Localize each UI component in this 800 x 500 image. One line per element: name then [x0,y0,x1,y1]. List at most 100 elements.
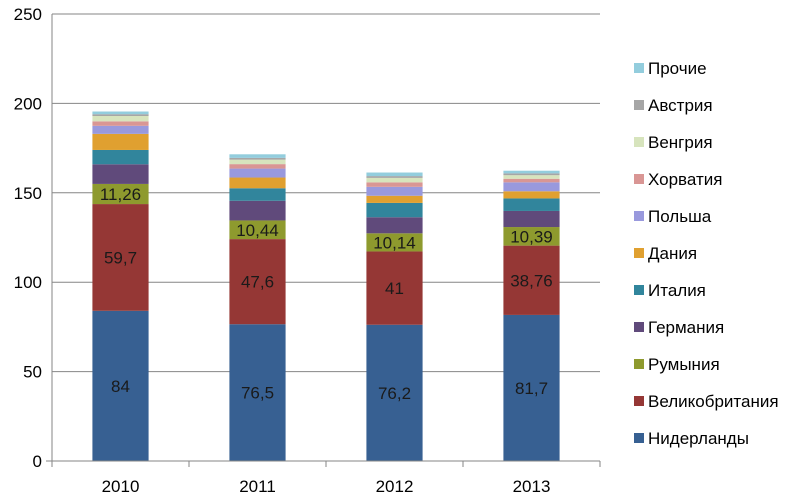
bar-segment [92,111,149,115]
legend-label: Австрия [648,96,713,115]
bar-segment [366,202,423,218]
legend-label: Хорватия [648,170,722,189]
x-tick-label: 2011 [239,477,276,496]
legend-item: Прочие [634,59,707,78]
bar-segment [92,114,149,116]
bar-segment [503,173,560,176]
legend-swatch [634,63,644,73]
bar-segment [229,159,286,165]
legend-label: Прочие [648,59,707,78]
legend-swatch [634,322,644,332]
data-label: 41 [385,279,404,298]
bar-segment [229,220,286,240]
bar-segment [229,324,286,461]
bar-segment [92,310,149,461]
legend-label: Венгрия [648,133,713,152]
bar-segment [229,157,286,160]
bar-segment [503,178,560,183]
bar-segment [92,115,149,122]
legend-swatch [634,137,644,147]
legend-item: Германия [634,318,724,337]
y-tick-label: 0 [33,452,42,471]
legend-swatch [634,248,644,258]
data-label: 76,2 [378,384,411,403]
bar-segment [366,251,423,325]
y-tick-label: 150 [14,184,42,203]
x-tick-label: 2010 [102,477,140,496]
bar-segment [229,188,286,201]
legend-swatch [634,174,644,184]
bar-segment [92,121,149,126]
bar-segment [503,175,560,179]
bar-segment [366,217,423,234]
bar-segment [503,210,560,228]
data-label: 11,26 [100,185,141,204]
bar-segment [92,164,149,184]
bar-segment [366,182,423,187]
y-tick-label: 250 [14,5,42,24]
bar-segment [366,195,423,203]
legend-swatch [634,285,644,295]
legend-item: Хорватия [634,170,722,189]
legend-swatch [634,211,644,221]
data-labels: 84 59,7 11,26 76,5 47,6 10,44 76,2 41 10,14 81,7 3… [100,185,553,403]
legend-item: Италия [634,281,706,300]
legend: Прочие Австрия Венгрия Хорватия Польша Дания И… [634,59,779,448]
axes [46,14,601,467]
bar-segment [503,170,560,174]
bar-segment [366,172,423,177]
data-label: 81,7 [515,379,548,398]
bar-segment [366,233,423,252]
bar-segment [229,177,286,189]
data-label: 10,14 [373,233,416,252]
bar-segment [366,186,423,196]
y-tick-label: 50 [23,363,42,382]
bar-segment [229,154,286,158]
bar-segment [503,198,560,211]
data-label: 10,39 [510,227,553,246]
bar-segment [366,324,423,461]
bar-segment [92,183,149,205]
bar-segment [366,177,423,183]
bar-segment [503,314,560,461]
bar-segment [229,164,286,169]
y-tick-label: 100 [14,273,42,292]
legend-item: Австрия [634,96,713,115]
bars [92,111,560,461]
legend-item: Польша [634,207,712,226]
data-label: 38,76 [510,271,553,290]
legend-item: Румыния [634,355,720,374]
bar-segment [229,200,286,221]
legend-item: Великобритания [634,392,779,411]
bar-segment [229,168,286,178]
data-label: 59,7 [104,248,137,267]
legend-label: Дания [648,244,697,263]
data-label: 10,44 [236,221,279,240]
data-label: 47,6 [241,273,274,292]
legend-label: Германия [648,318,724,337]
legend-swatch [634,396,644,406]
legend-swatch [634,433,644,443]
bar-segment [366,176,423,178]
x-tick-label: 2012 [376,477,414,496]
legend-label: Польша [648,207,712,226]
y-tick-label: 200 [14,94,42,113]
legend-item: Венгрия [634,133,713,152]
bar-segment [503,182,560,192]
legend-item: Нидерланды [634,429,749,448]
bar-segment [92,149,149,165]
y-tick-labels: 0 50 100 150 200 250 [14,5,42,471]
legend-label: Нидерланды [648,429,749,448]
x-tick-labels: 2010 2011 2012 2013 [102,477,551,496]
x-tick-label: 2013 [513,477,551,496]
legend-label: Румыния [648,355,720,374]
bar-segment [92,204,149,311]
bar-segment [92,133,149,150]
bar-segment [503,227,560,246]
bar-segment [503,191,560,199]
legend-swatch [634,359,644,369]
bar-segment [229,239,286,325]
data-label: 76,5 [241,384,274,403]
legend-label: Италия [648,281,706,300]
